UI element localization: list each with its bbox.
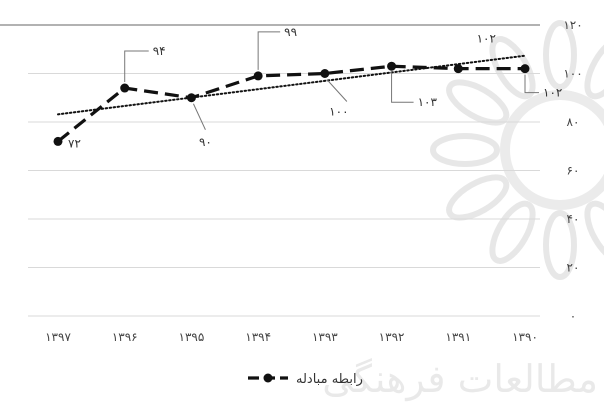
data-point bbox=[120, 83, 130, 93]
data-point bbox=[53, 136, 63, 146]
legend: رابطه مبادله bbox=[248, 372, 363, 387]
data-point bbox=[320, 69, 330, 78]
watermark-petal bbox=[446, 79, 510, 126]
data-label-leader bbox=[124, 50, 149, 83]
watermark-petal bbox=[489, 36, 536, 100]
data-label: ۱۰۲ bbox=[543, 86, 562, 100]
x-tick-label: ۱۳۹۱ bbox=[445, 330, 471, 344]
watermark-text: مطالعات فرهنگی bbox=[322, 357, 598, 402]
watermark-petal bbox=[446, 174, 510, 221]
data-point bbox=[253, 71, 263, 81]
data-point bbox=[520, 64, 530, 74]
watermark: مطالعات فرهنگی bbox=[322, 20, 604, 402]
data-label-leader bbox=[326, 79, 348, 102]
gridlines bbox=[0, 24, 540, 317]
data-point bbox=[186, 93, 196, 103]
series-line bbox=[53, 61, 530, 146]
watermark-petal bbox=[430, 133, 500, 167]
watermark-petal bbox=[584, 36, 604, 100]
data-label: ۱۰۳ bbox=[418, 95, 438, 109]
data-labels: ۷۲ ۹۴ ۹۰ ۹۹ ۱۰۰ ۱۰۳ ۱۰۲ ۱۰۲ bbox=[68, 25, 562, 150]
x-tick-label: ۱۳۹۰ bbox=[512, 330, 538, 344]
data-label-leader bbox=[524, 74, 539, 94]
watermark-petal bbox=[584, 200, 604, 264]
data-label-leader bbox=[192, 103, 206, 130]
watermark-petal bbox=[543, 20, 577, 90]
x-tick-label: ۱۳۹۷ bbox=[45, 330, 71, 344]
data-label-leader bbox=[391, 72, 414, 103]
watermark-ornament bbox=[430, 20, 604, 280]
y-tick-label: ۱۰۰ bbox=[563, 67, 582, 81]
y-tick-label: ۲۰ bbox=[567, 261, 580, 275]
legend-label: رابطه مبادله bbox=[296, 372, 363, 387]
y-tick-label: ۶۰ bbox=[567, 164, 580, 178]
y-tick-label: ۸۰ bbox=[567, 115, 580, 129]
y-tick-label: ۴۰ bbox=[567, 212, 580, 226]
x-tick-label: ۱۳۹۳ bbox=[312, 330, 338, 344]
x-tick-label: ۱۳۹۶ bbox=[112, 330, 138, 344]
data-label: ۱۰۲ bbox=[477, 32, 496, 46]
y-tick-label: ۱۲۰ bbox=[563, 18, 582, 32]
watermark-petal bbox=[543, 210, 577, 280]
y-axis-ticks: ۰ ۲۰ ۴۰ ۶۰ ۸۰ ۱۰۰ ۱۲۰ bbox=[563, 18, 582, 323]
data-point bbox=[387, 61, 397, 71]
x-axis-ticks: ۱۳۹۷ ۱۳۹۶ ۱۳۹۵ ۱۳۹۴ ۱۳۹۳ ۱۳۹۲ ۱۳۹۱ ۱۳۹۰ bbox=[45, 330, 538, 344]
trendline-line bbox=[57, 54, 526, 116]
x-tick-label: ۱۳۹۲ bbox=[379, 330, 405, 344]
data-label-leader bbox=[257, 31, 281, 70]
trendline bbox=[57, 54, 526, 116]
data-point bbox=[453, 64, 463, 74]
data-label: ۱۰۰ bbox=[329, 105, 348, 119]
x-tick-label: ۱۳۹۵ bbox=[179, 330, 205, 344]
y-tick-label: ۰ bbox=[570, 309, 576, 323]
legend-swatch-marker bbox=[263, 373, 273, 383]
x-tick-label: ۱۳۹۴ bbox=[245, 330, 271, 344]
series-path bbox=[57, 64, 525, 143]
data-label: ۹۴ bbox=[153, 44, 166, 58]
data-label: ۷۲ bbox=[68, 136, 81, 150]
watermark-ring bbox=[500, 90, 604, 210]
data-label: ۹۹ bbox=[284, 25, 297, 39]
data-label: ۹۰ bbox=[199, 135, 212, 149]
watermark-petal bbox=[489, 200, 536, 264]
